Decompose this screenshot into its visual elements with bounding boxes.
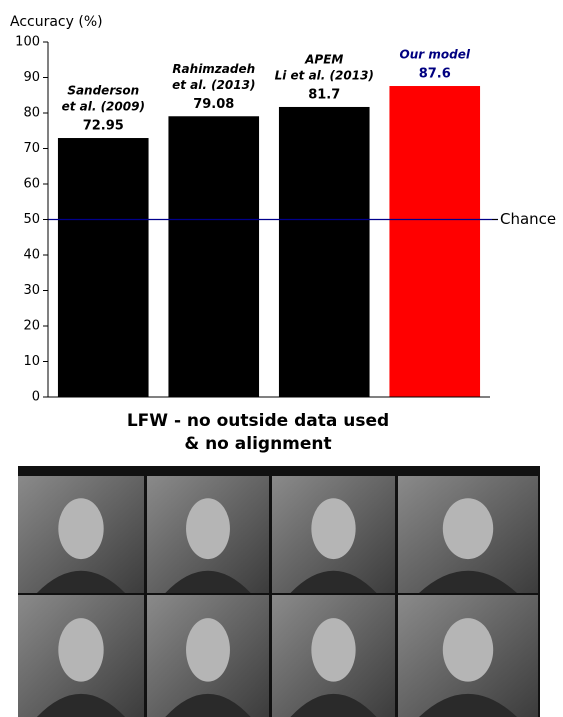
- face-photos: [18, 466, 540, 717]
- y-tick-label: 0: [32, 390, 40, 405]
- bar: [58, 138, 149, 397]
- face-photo-head: [58, 618, 103, 681]
- category-label: Li et al. (2013): [275, 68, 374, 82]
- reference-label: Chance: [500, 210, 556, 228]
- y-tick-label: 20: [23, 319, 40, 334]
- chart-title: & no alignment: [184, 434, 331, 454]
- face-photo-head: [58, 498, 103, 559]
- face-photo-head: [443, 498, 493, 559]
- y-tick-label: 10: [23, 354, 40, 369]
- y-tick-label: 70: [23, 141, 40, 156]
- category-label: et al. (2013): [172, 78, 255, 92]
- face-photo-head: [311, 618, 355, 681]
- value-label: 87.6: [419, 67, 451, 82]
- y-tick-label: 40: [23, 248, 40, 263]
- bar: [389, 86, 480, 397]
- category-label: et al. (2009): [62, 100, 145, 114]
- value-label: 79.08: [193, 97, 234, 112]
- category-label: APEM: [304, 52, 343, 66]
- y-tick-label: 90: [23, 70, 40, 85]
- category-label: Our model: [400, 48, 471, 62]
- face-photo-head: [443, 618, 493, 681]
- bar: [279, 107, 370, 397]
- page: {"chart_data": {"type": "bar", "ylabel":…: [0, 0, 563, 717]
- face-photo-head: [186, 498, 230, 559]
- y-tick-label: 80: [23, 106, 40, 121]
- face-photo-head: [186, 618, 230, 681]
- value-label: 72.95: [83, 119, 124, 134]
- chart: Accuracy (%) LFW - no outside data used …: [0, 0, 563, 717]
- y-axis-label: Accuracy (%): [10, 14, 103, 30]
- y-tick-label: 50: [23, 212, 40, 227]
- category-label: Rahimzadeh: [172, 62, 255, 76]
- chart-title: LFW - no outside data used: [127, 411, 389, 431]
- y-tick-label: 30: [23, 283, 40, 298]
- category-label: Sanderson: [67, 84, 139, 98]
- value-label: 81.7: [308, 87, 340, 102]
- y-tick-label: 60: [23, 177, 40, 192]
- face-photo-head: [311, 498, 355, 559]
- bar: [168, 116, 259, 397]
- y-tick-label: 100: [15, 35, 40, 50]
